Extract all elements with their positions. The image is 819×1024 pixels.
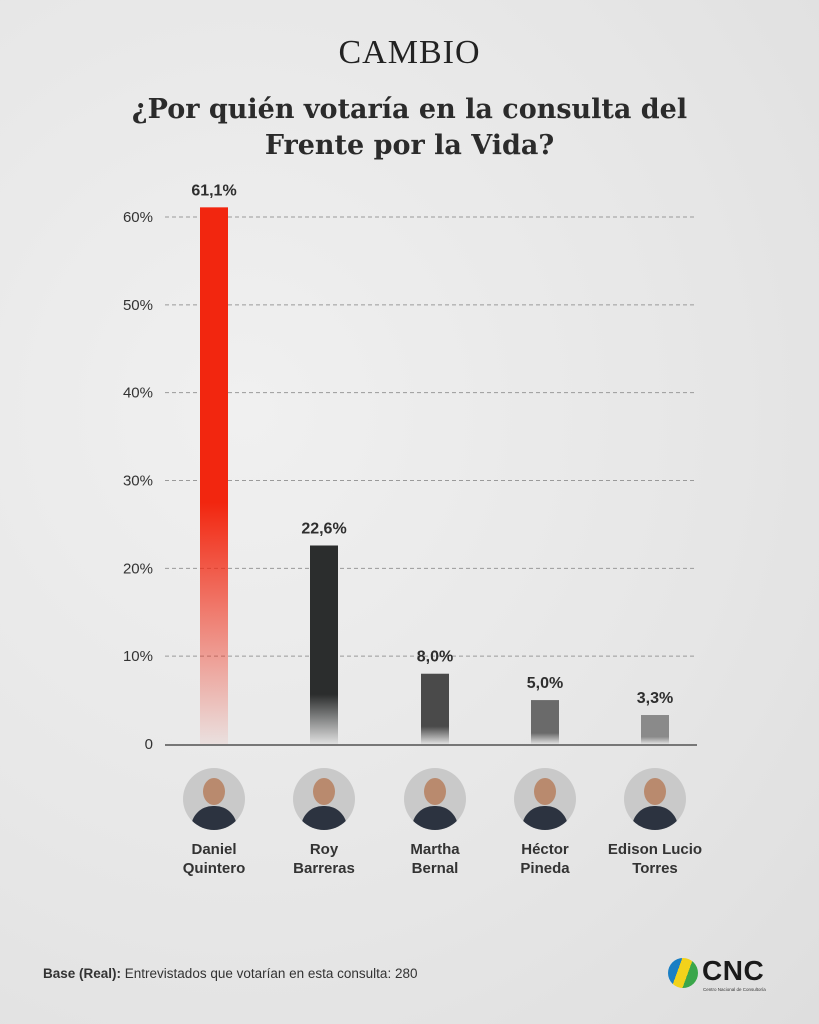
body-shape bbox=[191, 806, 237, 830]
body-shape bbox=[301, 806, 347, 830]
brand-logo: CAMBIO bbox=[338, 34, 481, 71]
cnc-wordmark: CNC bbox=[702, 955, 765, 986]
y-tick-label: 20% bbox=[123, 560, 153, 577]
candidate-name: Martha Bernal bbox=[375, 840, 495, 878]
y-tick-label: 30% bbox=[123, 473, 153, 490]
base-label: Base (Real): bbox=[43, 966, 122, 981]
y-tick-label: 10% bbox=[123, 648, 153, 665]
bar-5 bbox=[641, 715, 669, 744]
y-tick-label: 50% bbox=[123, 297, 153, 314]
body-shape bbox=[412, 806, 458, 830]
head-shape bbox=[313, 778, 335, 805]
body-shape bbox=[632, 806, 678, 830]
name-line-1: Roy bbox=[309, 841, 339, 858]
head-shape bbox=[644, 778, 666, 805]
candidate-photo bbox=[183, 768, 245, 830]
title-line-2: Frente por la Vida? bbox=[264, 130, 555, 161]
name-line-2: Quintero bbox=[182, 860, 246, 877]
candidate-photo bbox=[624, 768, 686, 830]
head-shape bbox=[203, 778, 225, 805]
y-tick-label: 60% bbox=[123, 209, 153, 226]
name-line-1: Daniel bbox=[191, 841, 237, 858]
value-label: 22,6% bbox=[301, 520, 346, 537]
name-line-2: Bernal bbox=[411, 860, 459, 877]
value-label: 61,1% bbox=[191, 182, 236, 199]
name-line-2: Torres bbox=[632, 860, 678, 877]
head-shape bbox=[424, 778, 446, 805]
chart-title: ¿Por quién votaría en la consulta del Fr… bbox=[0, 92, 819, 164]
base-text: Entrevistados que votarían en esta consu… bbox=[121, 966, 418, 981]
y-tick-label: 40% bbox=[123, 385, 153, 402]
candidate-name: Héctor Pineda bbox=[485, 840, 605, 878]
candidate-name: Roy Barreras bbox=[264, 840, 384, 878]
candidate-photo bbox=[514, 768, 576, 830]
cnc-logo: CNC Centro Nacional de Consultoría bbox=[668, 955, 778, 995]
bar-4 bbox=[531, 700, 559, 744]
candidate-name: Edison Lucio Torres bbox=[595, 840, 715, 878]
value-label: 5,0% bbox=[527, 675, 563, 692]
value-label: 3,3% bbox=[637, 690, 673, 707]
cnc-emblem-icon bbox=[668, 958, 698, 988]
name-line-1: Martha bbox=[410, 841, 460, 858]
bar-chart: 0 10% 20% 30% 40% 50% 60% 61,1% 22,6% 8,0% 5,0% 3,3… bbox=[123, 182, 697, 753]
name-line-1: Héctor bbox=[521, 841, 569, 858]
title-line-1: ¿Por quién votaría en la consulta del bbox=[131, 94, 688, 125]
name-line-1: Edison Lucio bbox=[607, 841, 703, 858]
candidate-photo bbox=[404, 768, 466, 830]
value-label: 8,0% bbox=[417, 649, 453, 666]
base-note: Base (Real): Entrevistados que votarían … bbox=[43, 966, 417, 981]
candidate-photo bbox=[293, 768, 355, 830]
head-shape bbox=[534, 778, 556, 805]
candidate-name: Daniel Quintero bbox=[154, 840, 274, 878]
bar-3 bbox=[421, 673, 449, 744]
cnc-subtitle: Centro Nacional de Consultoría bbox=[703, 987, 766, 992]
y-tick-label: 0 bbox=[145, 736, 153, 753]
name-line-2: Pineda bbox=[520, 860, 570, 877]
bar-2 bbox=[310, 545, 338, 744]
body-shape bbox=[522, 806, 568, 830]
bar-1 bbox=[200, 207, 228, 745]
name-line-2: Barreras bbox=[293, 860, 355, 877]
